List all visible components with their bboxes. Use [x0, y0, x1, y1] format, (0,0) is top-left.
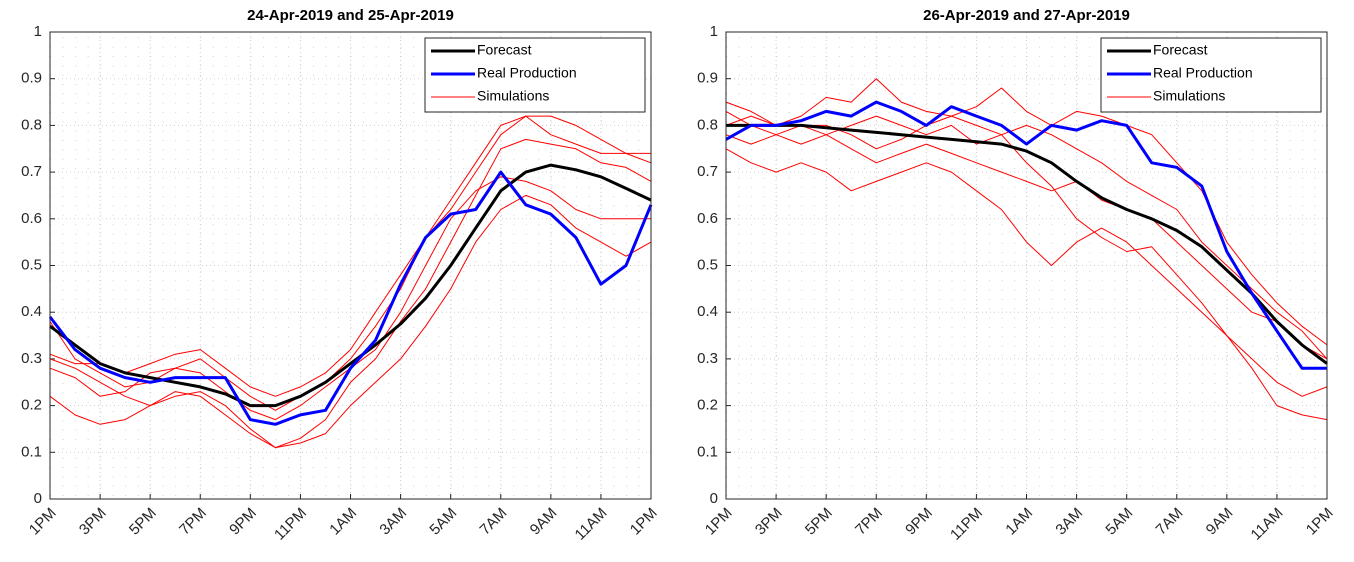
chart-title: 24-Apr-2019 and 25-Apr-2019	[247, 7, 454, 24]
series-line	[49, 163, 652, 408]
x-tick-label: 5AM	[1102, 505, 1136, 539]
x-tick-label: 1PM	[1303, 505, 1337, 539]
series-line	[725, 100, 1327, 370]
x-tick-label: 3AM	[376, 505, 410, 539]
x-tick-label: 3PM	[76, 505, 110, 539]
x-tick-label: 1AM	[1002, 505, 1036, 539]
series-line	[725, 78, 1328, 346]
x-tick-label: 7AM	[1153, 505, 1187, 539]
y-tick-label: 1	[34, 23, 42, 40]
x-tick-label: 3AM	[1052, 505, 1086, 539]
legend-label: Simulations	[1153, 88, 1225, 104]
x-tick-label: 3PM	[752, 505, 786, 539]
x-tick-label: 11PM	[947, 505, 986, 544]
x-tick-label: 5PM	[126, 505, 160, 539]
x-tick-label: 9AM	[1203, 505, 1237, 539]
x-tick-label: 11AM	[1248, 505, 1287, 544]
legend-label: Real Production	[1153, 65, 1253, 81]
x-tick-label: 9AM	[527, 505, 561, 539]
y-tick-label: 0.4	[697, 303, 718, 320]
legend-label: Forecast	[477, 42, 532, 58]
y-tick-label: 0	[710, 490, 718, 507]
y-tick-label: 0.7	[697, 163, 718, 180]
y-tick-label: 0.1	[21, 443, 42, 460]
x-tick-label: 5PM	[802, 505, 836, 539]
x-tick-label: 7PM	[852, 505, 886, 539]
y-tick-label: 0.8	[21, 116, 42, 133]
x-tick-label: 5AM	[426, 505, 460, 539]
y-tick-label: 0.5	[697, 256, 718, 273]
y-tick-label: 0	[34, 490, 42, 507]
y-tick-label: 0.7	[21, 163, 42, 180]
x-tick-label: 1PM	[702, 505, 736, 539]
x-tick-label: 1PM	[627, 505, 661, 539]
y-tick-label: 0.4	[21, 303, 42, 320]
series-line	[49, 115, 652, 397]
x-tick-label: 1PM	[26, 505, 60, 539]
x-tick-label: 11AM	[572, 505, 611, 544]
y-tick-label: 0.6	[21, 210, 42, 227]
y-tick-label: 0.5	[21, 256, 42, 273]
x-tick-label: 7AM	[477, 505, 511, 539]
legend-label: Simulations	[477, 88, 549, 104]
axes-box	[725, 31, 1328, 500]
y-tick-label: 0.1	[697, 443, 718, 460]
y-tick-label: 0.9	[21, 70, 42, 87]
x-tick-label: 9PM	[226, 505, 260, 539]
legend: Forecast Real Production Simulations	[424, 37, 646, 113]
chart-title: 26-Apr-2019 and 27-Apr-2019	[923, 7, 1130, 24]
x-tick-label: 1AM	[326, 505, 360, 539]
axes-box	[49, 31, 652, 500]
y-tick-label: 0.9	[697, 70, 718, 87]
legend-label: Forecast	[1153, 42, 1208, 58]
series-line	[725, 110, 1328, 360]
y-tick-label: 0.2	[697, 397, 718, 414]
series-line	[726, 123, 1328, 365]
series-line	[48, 170, 653, 426]
y-tick-label: 0.8	[697, 116, 718, 133]
y-tick-label: 0.3	[697, 350, 718, 367]
x-tick-label: 11PM	[271, 505, 310, 544]
legend-label: Real Production	[477, 65, 577, 81]
legend: Forecast Real Production Simulations	[1100, 37, 1322, 113]
series-line	[49, 194, 652, 449]
series-line	[725, 148, 1328, 397]
x-tick-label: 7PM	[176, 505, 210, 539]
y-tick-label: 1	[710, 23, 718, 40]
y-tick-label: 0.6	[697, 210, 718, 227]
x-tick-label: 9PM	[902, 505, 936, 539]
y-tick-label: 0.2	[21, 397, 42, 414]
y-tick-label: 0.3	[21, 350, 42, 367]
